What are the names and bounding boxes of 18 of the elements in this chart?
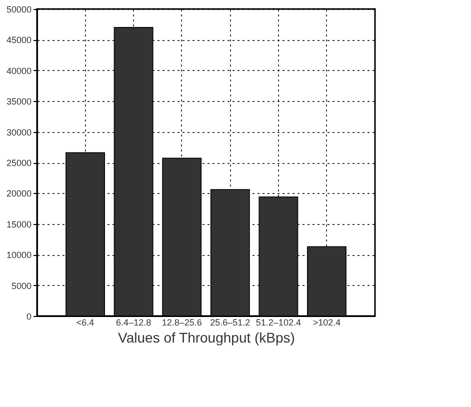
x-tick-label: 6.4–12.8	[116, 318, 152, 328]
y-tick-label: 35000	[6, 96, 32, 107]
y-tick-label: 15000	[6, 219, 32, 230]
y-tick-label: 45000	[6, 35, 32, 46]
y-tick-label: 5000	[11, 280, 32, 291]
y-tick-label: 25000	[6, 158, 32, 168]
y-tick-label: 50000	[6, 4, 32, 14]
y-tick-label: 30000	[6, 127, 32, 138]
x-tick-label: 12.8–25.6	[162, 318, 202, 328]
x-tick-label: >102.4	[312, 318, 341, 328]
y-tick-label: 10000	[6, 250, 32, 260]
x-tick-label: <6.4	[76, 318, 94, 328]
y-tick-label: 0	[26, 312, 32, 322]
x-tick-label: 25.6–51.2	[210, 318, 250, 328]
y-tick-label: 20000	[6, 188, 32, 199]
x-axis-title: Values of Throughput (kBps)	[118, 330, 295, 346]
x-tick-label: 51.2–102.4	[256, 318, 301, 328]
y-tick-label: 40000	[6, 66, 32, 76]
